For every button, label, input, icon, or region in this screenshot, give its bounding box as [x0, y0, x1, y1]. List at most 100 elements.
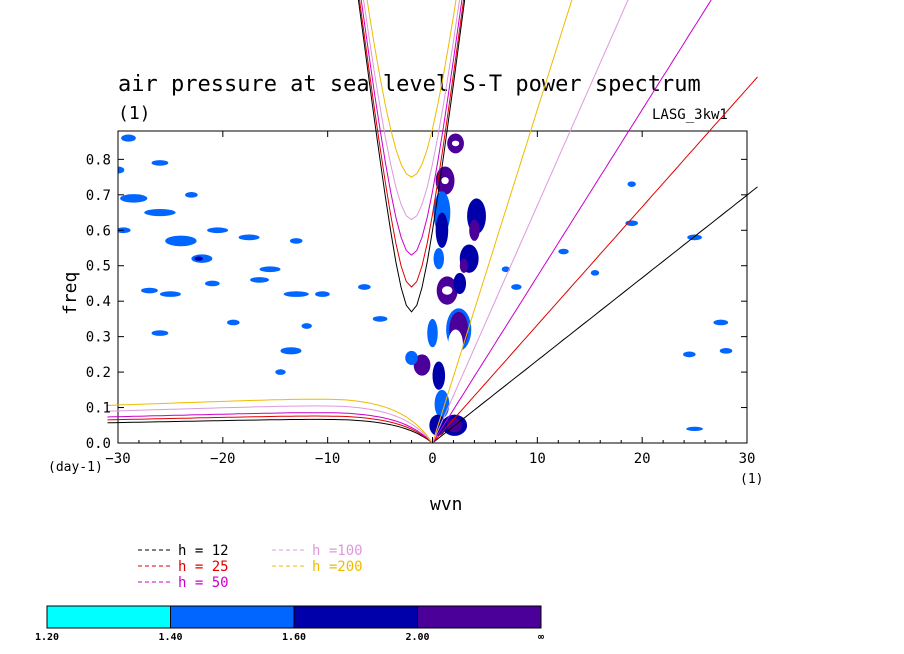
contour-blob: [194, 256, 203, 261]
x-tick-label: −10: [315, 451, 340, 467]
contour-blob: [159, 291, 181, 297]
contour-blob: [441, 286, 453, 295]
contour-blob: [358, 284, 371, 290]
legend-label: h =100: [312, 543, 363, 559]
legend-label: h = 50: [178, 575, 229, 591]
kelvin-curve: [432, 0, 573, 443]
contour-blob: [238, 234, 260, 241]
y-axis-label: freq: [60, 272, 81, 315]
colorbar-segment: [46, 605, 171, 629]
contour-blob: [686, 426, 703, 431]
contour-blob: [121, 134, 136, 142]
y-tick-label: 0.3: [86, 330, 111, 346]
legend-label: h = 12: [178, 543, 229, 559]
contour-blob: [259, 266, 281, 273]
contour-blob: [469, 219, 480, 241]
contour-blob: [289, 238, 303, 244]
y-tick-label: 0.8: [86, 152, 111, 168]
contour-blob: [205, 280, 220, 287]
mrg-curve: [107, 412, 433, 443]
x-unit-label: (1): [740, 472, 763, 487]
contour-blob: [501, 266, 511, 273]
contour-blob: [441, 177, 449, 185]
contour-blob: [451, 140, 460, 147]
contour-blob: [435, 212, 449, 248]
contour-blob: [405, 350, 418, 365]
contour-blob: [683, 351, 696, 358]
eig-curve: [359, 0, 465, 288]
x-tick-label: 30: [739, 451, 756, 467]
y-tick-label: 0.5: [86, 259, 111, 275]
contour-blob: [453, 272, 467, 295]
contour-blob: [301, 323, 312, 329]
mrg-curve: [107, 418, 433, 443]
legend-label: h = 25: [178, 559, 229, 575]
x-tick-label: −20: [210, 451, 235, 467]
contour-blob: [315, 291, 330, 297]
contour-blob: [719, 347, 733, 354]
colorbar-label: 1.20: [35, 632, 59, 643]
eig-curve: [360, 0, 463, 256]
x-axis-label: wvn: [430, 494, 463, 515]
chart-title: air pressure at sea level S-T power spec…: [118, 72, 701, 97]
colorbar: 1.20 1.40 1.60 2.00 ∞: [35, 605, 544, 643]
kelvin-curve: [432, 0, 629, 443]
contour-blob: [427, 318, 438, 348]
contour-blob: [413, 354, 431, 376]
mrg-curve: [107, 405, 433, 443]
contour-blob: [141, 287, 158, 294]
y-axis: 0.0 0.1 0.2 0.3 0.4 0.5 0.6 0.7 0.8: [86, 152, 747, 452]
contour-blob: [432, 361, 446, 390]
x-axis: −30 −20 −10 0 10 20 30: [105, 131, 755, 467]
contour-blob: [118, 166, 125, 174]
kelvin-curve: [432, 186, 758, 443]
legend-label: h =200: [312, 559, 363, 575]
y-tick-label: 0.7: [86, 188, 111, 204]
contour-blob: [207, 227, 229, 234]
colorbar-label: 2.00: [405, 632, 429, 643]
y-tick-label: 0.6: [86, 223, 111, 239]
contour-blob: [250, 277, 269, 283]
contour-blob: [590, 269, 600, 276]
contour-blob: [433, 247, 445, 270]
colorbar-label: ∞: [538, 632, 544, 643]
contour-blob: [185, 191, 198, 198]
model-label: LASG_3kw1: [652, 107, 728, 123]
contour-blob: [558, 248, 569, 255]
contour-blob: [448, 329, 463, 358]
dispersion-curves: [107, 0, 758, 443]
contour-blob: [275, 369, 286, 375]
contour-blob: [280, 347, 302, 355]
x-tick-label: −30: [105, 451, 130, 467]
x-tick-label: 10: [529, 451, 546, 467]
contour-blob: [372, 316, 388, 322]
colorbar-label: 1.40: [158, 632, 182, 643]
mrg-curve: [107, 398, 433, 443]
y-tick-label: 0.2: [86, 365, 111, 381]
contour-blob: [459, 258, 469, 273]
contour-blob: [227, 319, 240, 326]
contour-blob: [511, 284, 522, 290]
y-tick-label: 0.0: [86, 436, 111, 452]
contour-blob: [118, 227, 131, 234]
contour-blob: [120, 194, 148, 203]
kelvin-curve: [432, 76, 758, 443]
units-label: (1): [118, 103, 151, 124]
kelvin-curve: [432, 0, 712, 443]
eig-curve: [363, 0, 461, 221]
colorbar-segment: [293, 605, 418, 629]
colorbar-segment: [170, 605, 295, 629]
eig-curve: [366, 0, 457, 178]
eig-curve: [357, 0, 466, 313]
y-unit-label: (day-1): [48, 460, 103, 475]
contour-blob: [151, 160, 169, 166]
contour-blob: [627, 181, 636, 188]
x-tick-label: 0: [428, 451, 436, 467]
power-contours: [118, 133, 733, 436]
colorbar-segment: [417, 605, 542, 629]
y-tick-label: 0.1: [86, 401, 111, 417]
contour-blob: [434, 389, 450, 419]
contour-blob: [283, 291, 309, 297]
